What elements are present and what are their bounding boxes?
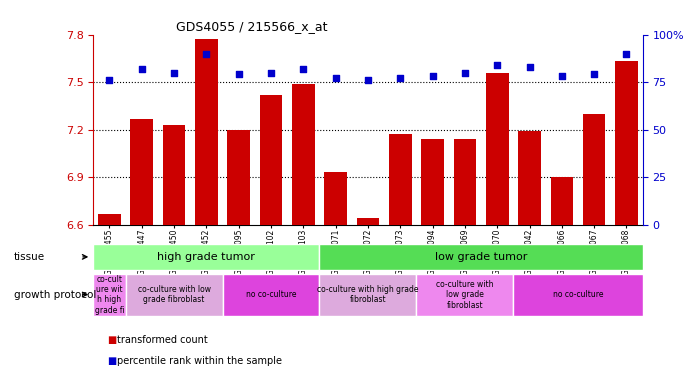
- Bar: [551, 177, 573, 225]
- Text: co-culture with low
grade fibroblast: co-culture with low grade fibroblast: [138, 285, 211, 305]
- Point: [330, 75, 341, 81]
- Bar: [518, 131, 541, 225]
- Point: [169, 70, 180, 76]
- Point: [265, 70, 276, 76]
- Text: percentile rank within the sample: percentile rank within the sample: [117, 356, 283, 366]
- Text: transformed count: transformed count: [117, 335, 208, 345]
- Text: co-culture with
low grade
fibroblast: co-culture with low grade fibroblast: [436, 280, 493, 310]
- Bar: [319, 273, 417, 316]
- Text: tissue: tissue: [14, 252, 45, 262]
- Point: [104, 77, 115, 83]
- Bar: [422, 139, 444, 225]
- Text: co-cult
ure wit
h high
grade fi: co-cult ure wit h high grade fi: [95, 275, 124, 315]
- Bar: [98, 214, 121, 225]
- Bar: [319, 243, 643, 270]
- Point: [362, 77, 373, 83]
- Bar: [93, 273, 126, 316]
- Point: [233, 71, 244, 78]
- Point: [395, 75, 406, 81]
- Bar: [615, 61, 638, 225]
- Text: low grade tumor: low grade tumor: [435, 252, 527, 262]
- Bar: [417, 273, 513, 316]
- Point: [298, 66, 309, 72]
- Point: [201, 51, 212, 57]
- Text: GDS4055 / 215566_x_at: GDS4055 / 215566_x_at: [176, 20, 327, 33]
- Bar: [513, 273, 643, 316]
- Bar: [292, 84, 314, 225]
- Text: ■: ■: [107, 335, 116, 345]
- Point: [524, 64, 535, 70]
- Text: ■: ■: [107, 356, 116, 366]
- Point: [621, 51, 632, 57]
- Bar: [126, 273, 223, 316]
- Bar: [163, 125, 185, 225]
- Text: growth protocol: growth protocol: [14, 290, 96, 300]
- Bar: [227, 130, 250, 225]
- Bar: [223, 273, 319, 316]
- Text: no co-culture: no co-culture: [553, 290, 603, 299]
- Bar: [357, 218, 379, 225]
- Bar: [93, 243, 319, 270]
- Bar: [324, 172, 347, 225]
- Point: [589, 71, 600, 78]
- Bar: [453, 139, 476, 225]
- Text: no co-culture: no co-culture: [246, 290, 296, 299]
- Point: [460, 70, 471, 76]
- Point: [492, 62, 503, 68]
- Bar: [389, 134, 412, 225]
- Bar: [583, 114, 605, 225]
- Bar: [260, 95, 283, 225]
- Bar: [486, 73, 509, 225]
- Bar: [195, 39, 218, 225]
- Bar: [131, 119, 153, 225]
- Point: [136, 66, 147, 72]
- Text: high grade tumor: high grade tumor: [158, 252, 255, 262]
- Text: co-culture with high grade
fibroblast: co-culture with high grade fibroblast: [317, 285, 419, 305]
- Point: [556, 73, 567, 79]
- Point: [427, 73, 438, 79]
